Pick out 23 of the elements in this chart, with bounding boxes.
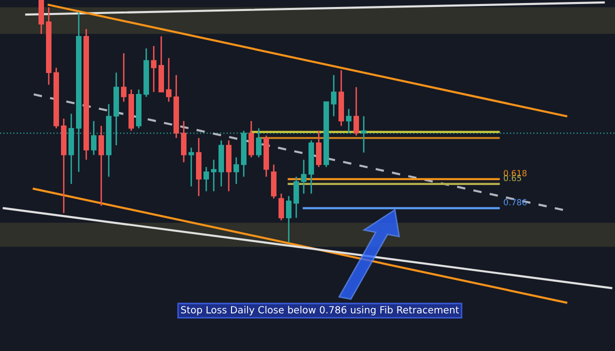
candlestick bbox=[166, 57, 172, 102]
candlestick bbox=[188, 146, 194, 188]
candlestick bbox=[316, 130, 322, 168]
series-label: 0.618 bbox=[504, 170, 527, 176]
candlestick bbox=[331, 74, 336, 117]
candlestick bbox=[354, 86, 359, 136]
candlestick bbox=[98, 125, 104, 206]
candlestick bbox=[278, 192, 284, 221]
candlestick bbox=[301, 159, 306, 194]
series-label: 0.786 bbox=[504, 199, 527, 206]
candlestick bbox=[121, 52, 126, 102]
candlestick bbox=[294, 176, 299, 219]
candlestick bbox=[151, 45, 156, 93]
candlestick bbox=[91, 120, 96, 156]
candlestick bbox=[204, 166, 209, 192]
candlestick bbox=[181, 120, 186, 163]
candlestick bbox=[234, 156, 239, 185]
candlestick bbox=[248, 120, 254, 158]
candlestick bbox=[346, 108, 352, 134]
candlestick bbox=[286, 195, 292, 243]
text: Stop Loss Daily Close below 0.786 using Fib Retracement bbox=[181, 306, 459, 316]
candlestick bbox=[211, 159, 216, 192]
series-label: 0.65 bbox=[504, 174, 522, 182]
